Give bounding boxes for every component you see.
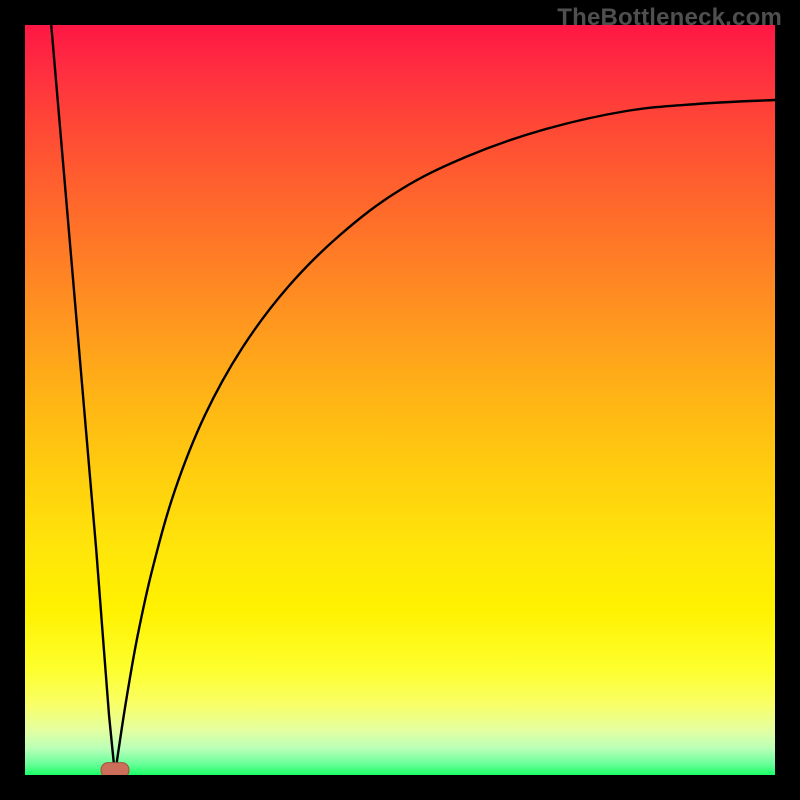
watermark-text: TheBottleneck.com: [557, 4, 782, 32]
plot-svg: [25, 25, 775, 775]
gradient-background: [25, 25, 775, 775]
notch-marker: [101, 763, 129, 775]
plot-area: [25, 25, 775, 775]
chart-canvas: TheBottleneck.com: [0, 0, 800, 800]
